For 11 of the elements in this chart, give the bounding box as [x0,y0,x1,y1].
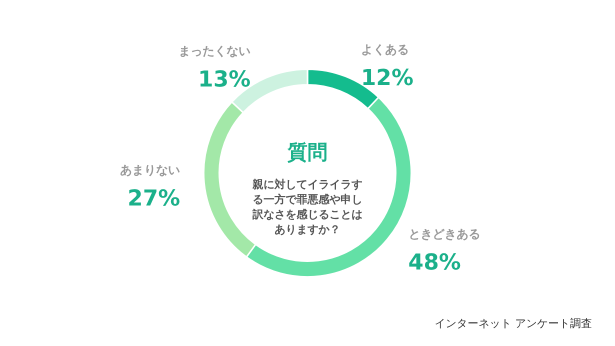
data-label: 48% [408,250,461,276]
slice-label: よくある [360,42,409,56]
slice-label: あまりない [120,163,180,178]
text: 親に対してイライラする一方で罪悪感や申し訳なさを感じることはありますか？ [252,178,362,236]
data-label: 13% [198,67,251,92]
data-label: 27% [128,186,180,212]
text: インターネット アンケート調査 [434,317,592,330]
slice-label: ときどきある [408,227,480,242]
slice-label: まったくない [178,44,251,58]
text: 質問 [286,140,328,164]
data-label: 12% [360,66,414,91]
